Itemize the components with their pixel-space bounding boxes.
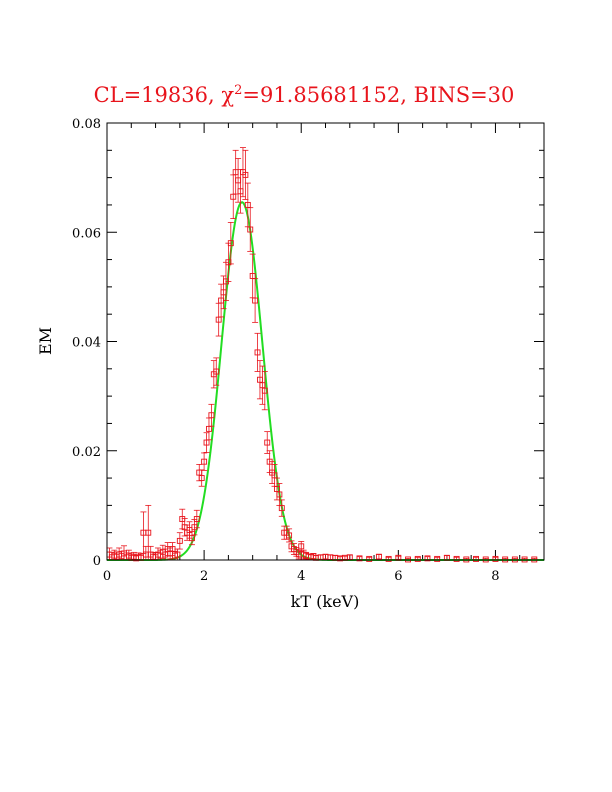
fit-curve-layer: [107, 201, 544, 561]
data-point: [193, 509, 200, 529]
data-point: [252, 278, 259, 323]
data-point: [482, 556, 489, 563]
y-tick-label: 0: [93, 554, 101, 569]
y-tick-label: 0.06: [72, 226, 101, 241]
x-tick-label: 6: [394, 569, 402, 584]
data-point: [256, 360, 263, 400]
data-point: [232, 149, 239, 195]
data-point: [198, 469, 205, 487]
data-point: [201, 452, 208, 471]
data-point: [521, 556, 528, 563]
title-sup: 2: [234, 83, 242, 98]
y-tick-label: 0.08: [72, 117, 101, 132]
chart-title: CL=19836, χ2=91.85681152, BINS=30: [94, 83, 515, 107]
data-point: [227, 222, 234, 265]
x-tick-label: 8: [491, 569, 499, 584]
data-point: [278, 499, 285, 517]
data-points-layer: [106, 147, 538, 563]
data-point: [502, 556, 509, 563]
data-point: [375, 553, 382, 560]
y-tick-label: 0.02: [72, 445, 101, 460]
data-point: [405, 556, 412, 563]
data-point: [247, 207, 254, 252]
data-point: [346, 554, 353, 561]
y-axis-label: EM: [36, 327, 55, 355]
data-point: [188, 531, 195, 546]
data-point: [254, 332, 261, 372]
x-tick-label: 4: [297, 569, 305, 584]
x-tick-label: 0: [103, 569, 111, 584]
title-chi: χ: [221, 83, 234, 107]
fit-curve: [107, 201, 544, 561]
data-point: [463, 556, 470, 563]
plot-frame: [106, 122, 545, 561]
data-point: [242, 149, 249, 200]
data-point: [298, 541, 305, 552]
title-suffix: =91.85681152, BINS=30: [242, 83, 514, 107]
data-point: [176, 532, 183, 550]
data-point: [261, 371, 268, 411]
data-point: [235, 158, 242, 203]
x-axis-label: kT (keV): [291, 592, 360, 611]
tick-marks: [106, 122, 545, 561]
data-point: [511, 556, 518, 563]
data-point: [259, 365, 266, 405]
data-point: [208, 403, 215, 427]
x-tick-label: 2: [200, 569, 208, 584]
data-point: [286, 528, 293, 543]
data-point: [531, 556, 538, 563]
data-point: [264, 431, 271, 454]
data-point: [213, 357, 220, 386]
y-tick-label: 0.04: [72, 336, 101, 351]
title-prefix: CL=19836,: [94, 83, 222, 107]
tick-labels: 0 2 4 6 8 0 0.02 0.04 0.06 0.08: [72, 117, 500, 584]
